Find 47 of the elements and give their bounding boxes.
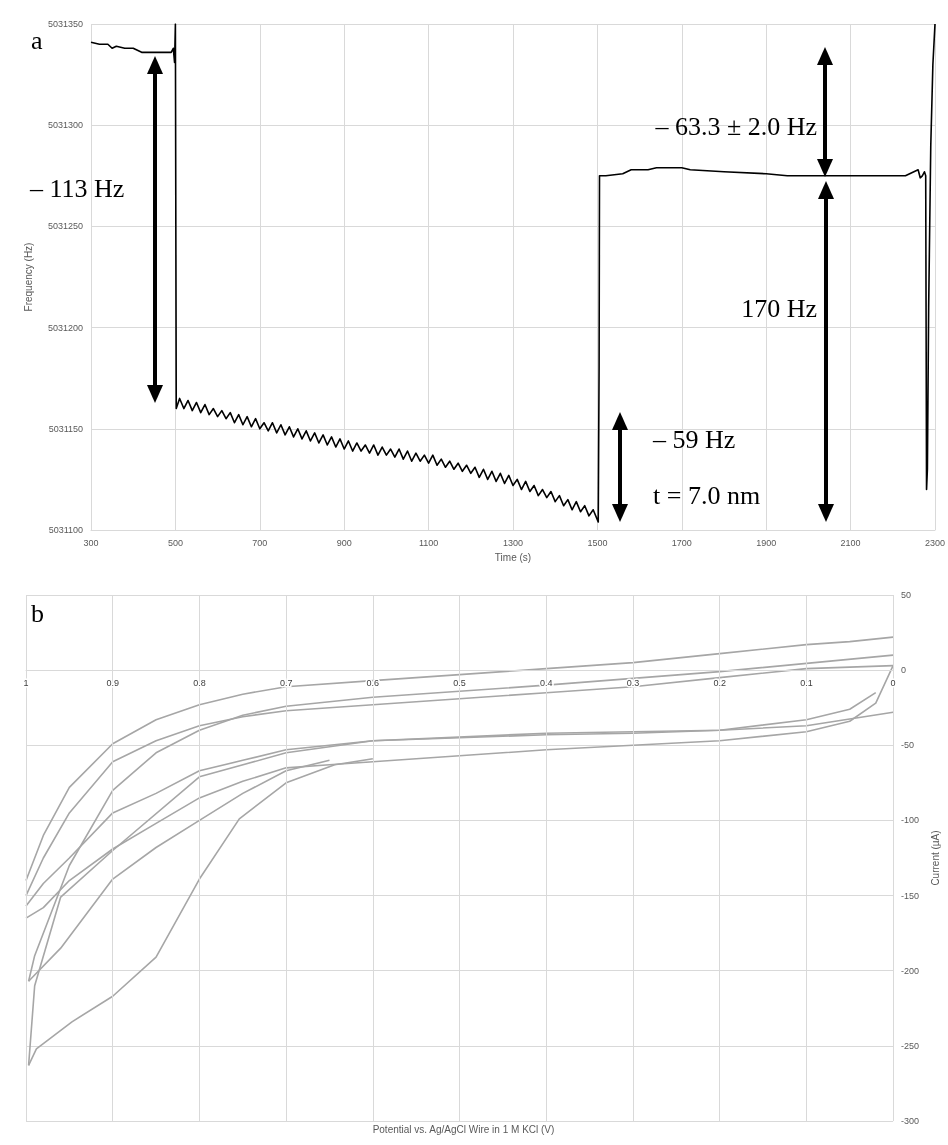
x-tick-label: 0.6 [366, 677, 380, 688]
y-tick-label: 5031350 [47, 19, 83, 29]
x-tick-label: 1100 [418, 537, 439, 548]
annotation: t = 7.0 nm [653, 481, 761, 510]
x-tick-label: 0.1 [800, 677, 813, 688]
x-tick-label: 0.8 [193, 677, 206, 688]
x-tick-label: 0.9 [106, 677, 119, 688]
y-tick-label: 5031200 [47, 322, 83, 333]
y-tick-label: -300 [901, 1116, 920, 1126]
x-tick-label: 0 [890, 677, 896, 688]
x-tick-label: 700 [252, 537, 268, 548]
annotation: – 113 Hz [30, 174, 125, 203]
x-tick-label: 1700 [671, 537, 692, 548]
x-tick-label: 1500 [587, 537, 608, 548]
x-tick-label: 1900 [756, 537, 777, 548]
y-tick-label: -50 [901, 740, 915, 751]
x-tick-label: 1300 [502, 537, 524, 548]
y-axis-title: Frequency (Hz) [22, 242, 34, 312]
y-tick-label: 5031150 [48, 423, 83, 434]
x-tick-label: 500 [167, 537, 183, 548]
annotation: – 59 Hz [653, 425, 736, 454]
x-tick-label: 2100 [840, 537, 861, 548]
x-tick-label: 0.4 [539, 677, 553, 688]
x-tick-label: 0.3 [626, 677, 640, 688]
y-tick-label: 5031250 [47, 221, 83, 232]
x-tick-label: 1 [23, 677, 29, 688]
y-tick-label: 0 [901, 665, 907, 676]
text: a [31, 26, 43, 55]
y-tick-label: 5031300 [47, 120, 83, 131]
y-tick-label: -200 [901, 965, 920, 976]
annotation: b [31, 599, 44, 628]
x-tick-label: 2300 [924, 537, 945, 548]
x-tick-label: 900 [336, 537, 352, 548]
x-tick-label: 300 [83, 537, 99, 548]
y-tick-label: -100 [901, 815, 920, 826]
x-axis-title: Time (s) [494, 551, 532, 563]
x-tick-label: 0.7 [279, 677, 293, 688]
x-tick-label: 0.2 [713, 677, 726, 688]
annotation: 170 Hz [741, 294, 817, 323]
y-tick-label: -150 [901, 890, 920, 901]
y-tick-label: -250 [901, 1040, 920, 1051]
y-tick-label: 5031100 [48, 525, 83, 535]
y-tick-label: 50 [901, 590, 912, 600]
y-axis-title: Current (µA) [929, 830, 941, 886]
annotation: – 63.3 ± 2.0 Hz [655, 112, 817, 141]
x-axis-title: Potential vs. Ag/AgCl Wire in 1 M KCl (V) [371, 1124, 556, 1135]
x-tick-label: 0.5 [453, 677, 466, 688]
